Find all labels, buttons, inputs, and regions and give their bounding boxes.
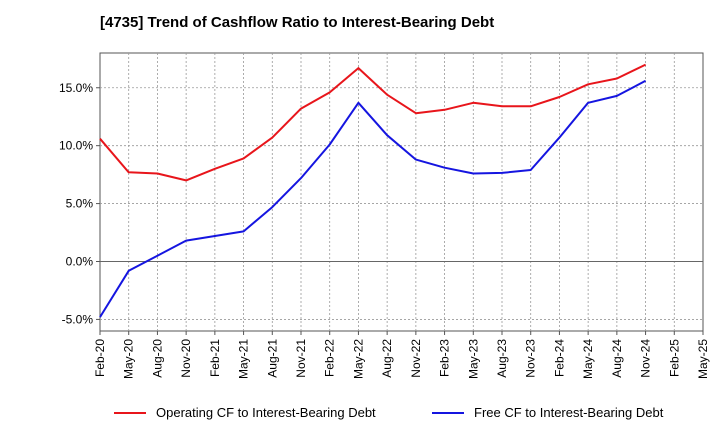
- x-tick-label: Nov-21: [294, 339, 308, 378]
- series-line-free-cf: [99, 79, 647, 318]
- grid: [100, 53, 703, 331]
- x-tick-label: May-22: [351, 339, 365, 379]
- legend-swatch-free-cf: [432, 411, 464, 414]
- x-tick-label: May-25: [696, 339, 710, 379]
- legend-item-operating-cf: Operating CF to Interest-Bearing Debt: [114, 405, 376, 420]
- x-tick-label: Aug-24: [610, 339, 624, 378]
- legend: Operating CF to Interest-Bearing Debt Fr…: [0, 405, 720, 425]
- x-tick-label: May-20: [122, 339, 136, 379]
- x-tick-label: Feb-23: [438, 339, 452, 377]
- y-tick-label: 5.0%: [66, 197, 94, 211]
- y-tick-label: 0.0%: [66, 255, 94, 269]
- legend-label-free-cf: Free CF to Interest-Bearing Debt: [474, 405, 664, 420]
- x-axis-ticks: Feb-20 May-20 Aug-20 Nov-20 Feb-21 May-21 Aug-…: [93, 331, 710, 379]
- chart-title: [4735] Trend of Cashflow Ratio to Intere…: [100, 14, 495, 31]
- x-tick-label: Aug-20: [150, 339, 164, 378]
- x-tick-label: Feb-25: [667, 339, 681, 377]
- x-tick-label: Feb-20: [93, 339, 107, 377]
- series-line-operating-cf: [99, 63, 647, 182]
- x-tick-label: Nov-24: [639, 339, 653, 378]
- x-tick-label: Nov-23: [524, 339, 538, 378]
- y-tick-label: 15.0%: [59, 81, 93, 95]
- legend-item-free-cf: Free CF to Interest-Bearing Debt: [432, 405, 663, 420]
- x-tick-label: Feb-24: [552, 339, 566, 377]
- series-layer: [99, 63, 647, 318]
- legend-swatch-operating-cf: [114, 411, 146, 414]
- x-tick-label: Feb-22: [323, 339, 337, 377]
- x-tick-label: Nov-20: [179, 339, 193, 378]
- x-tick-label: Feb-21: [208, 339, 222, 377]
- x-tick-label: May-24: [581, 339, 595, 379]
- x-tick-label: Aug-22: [380, 339, 394, 378]
- x-tick-label: Aug-23: [495, 339, 509, 378]
- x-tick-label: Nov-22: [409, 339, 423, 378]
- y-tick-label: -5.0%: [62, 312, 94, 326]
- plot-area: [99, 52, 704, 332]
- x-tick-label: May-21: [237, 339, 251, 379]
- y-axis-ticks: -5.0% 0.0% 5.0% 10.0% 15.0%: [59, 81, 100, 326]
- x-tick-label: Aug-21: [265, 339, 279, 378]
- y-tick-label: 10.0%: [59, 139, 93, 153]
- legend-label-operating-cf: Operating CF to Interest-Bearing Debt: [156, 405, 376, 420]
- x-tick-label: May-23: [466, 339, 480, 379]
